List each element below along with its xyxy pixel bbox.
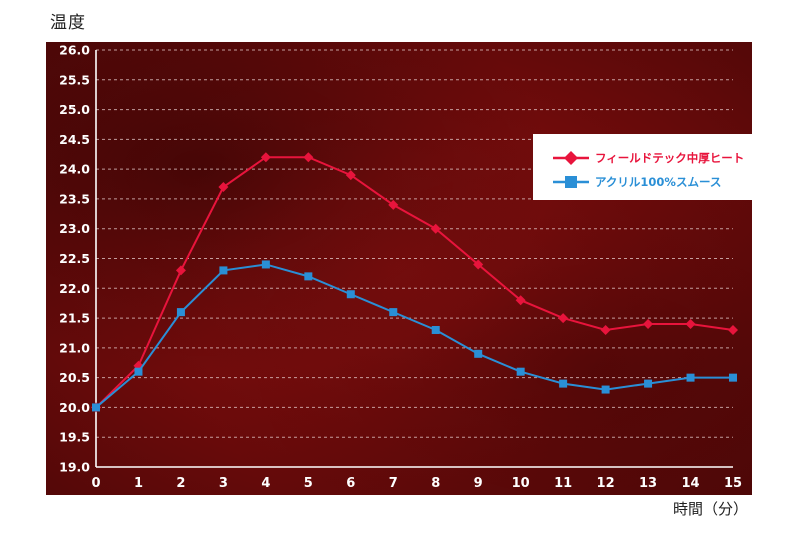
data-point-diamond <box>388 199 399 210</box>
data-point-square <box>431 325 440 334</box>
y-tick-label: 22.5 <box>59 251 90 266</box>
x-tick-label: 7 <box>389 476 398 491</box>
series-line-2 <box>95 263 733 409</box>
x-tick-label: 10 <box>512 476 530 491</box>
x-tick-label: 4 <box>261 476 270 491</box>
x-tick-label: 13 <box>639 476 657 491</box>
data-point-square <box>559 379 568 388</box>
data-point-square <box>644 379 653 388</box>
data-point-square <box>601 385 610 394</box>
x-tick-label: 12 <box>597 476 615 491</box>
x-tick-label: 11 <box>554 476 572 491</box>
data-point-square <box>261 260 270 269</box>
data-point-square <box>516 367 525 376</box>
legend-label-series-2: アクリル100%スムース <box>595 175 722 189</box>
y-tick-label: 19.0 <box>59 460 90 475</box>
y-tick-label: 25.0 <box>59 102 90 117</box>
x-tick-label: 6 <box>346 476 355 491</box>
data-point-diamond <box>260 152 271 163</box>
data-point-square <box>346 290 355 299</box>
y-tick-label: 25.5 <box>59 72 90 87</box>
y-tick-label: 26.0 <box>59 43 90 58</box>
data-point-square <box>474 349 483 358</box>
line-chart: 19.0 19.5 20.0 20.5 21.0 21.5 22.0 22.5 23.0 23.5… <box>59 43 742 492</box>
y-tick-label: 20.0 <box>59 400 90 415</box>
data-point-diamond <box>728 324 738 335</box>
legend-item-series-2: アクリル100%スムース <box>533 172 758 192</box>
y-tick-label: 19.5 <box>59 430 90 445</box>
data-point-diamond <box>515 295 526 306</box>
y-tick-label: 24.5 <box>59 132 90 147</box>
data-point-square <box>686 373 695 382</box>
x-tick-label: 9 <box>474 476 483 491</box>
data-point-square <box>92 403 100 412</box>
x-tick-label: 15 <box>724 476 742 491</box>
data-point-square <box>389 308 398 317</box>
y-tick-label: 24.0 <box>59 162 90 177</box>
legend: フィールドテック中厚ヒート アクリル100%スムース <box>533 134 758 200</box>
x-tick-label: 5 <box>304 476 313 491</box>
y-tick-label: 21.0 <box>59 340 90 355</box>
x-tick-label: 8 <box>431 476 440 491</box>
x-axis-title: 時間（分） <box>672 500 748 518</box>
data-point-diamond <box>303 152 314 163</box>
data-point-diamond <box>685 319 696 330</box>
x-tick-label: 0 <box>91 476 100 491</box>
y-tick-label: 20.5 <box>59 370 90 385</box>
data-point-square <box>304 272 313 281</box>
data-point-diamond <box>345 170 356 181</box>
x-tick-label: 3 <box>219 476 228 491</box>
data-point-square <box>134 367 143 376</box>
data-point-diamond <box>175 265 186 276</box>
data-point-square <box>176 308 185 317</box>
data-point-diamond <box>600 324 611 335</box>
data-point-square <box>729 373 737 382</box>
data-point-diamond <box>218 182 229 193</box>
y-axis-title: 温度 <box>50 13 86 33</box>
data-point-diamond <box>558 313 569 324</box>
y-tick-label: 23.5 <box>59 191 90 206</box>
data-point-diamond <box>473 259 484 270</box>
data-point-square <box>219 266 228 275</box>
legend-item-series-1: フィールドテック中厚ヒート <box>533 148 758 168</box>
square-marker-icon <box>553 176 589 188</box>
data-point-diamond <box>643 319 654 330</box>
series-line-1 <box>95 156 734 409</box>
x-tick-label: 2 <box>176 476 185 491</box>
y-tick-label: 21.5 <box>59 311 90 326</box>
diamond-marker-icon <box>553 151 589 165</box>
data-point-diamond <box>430 223 441 234</box>
y-tick-label: 23.0 <box>59 221 90 236</box>
x-tick-label: 1 <box>134 476 143 491</box>
y-tick-label: 22.0 <box>59 281 90 296</box>
x-tick-label: 14 <box>681 476 699 491</box>
plot-area: 19.0 19.5 20.0 20.5 21.0 21.5 22.0 22.5 23.0 23.5… <box>46 42 758 495</box>
legend-label-series-1: フィールドテック中厚ヒート <box>595 151 745 165</box>
